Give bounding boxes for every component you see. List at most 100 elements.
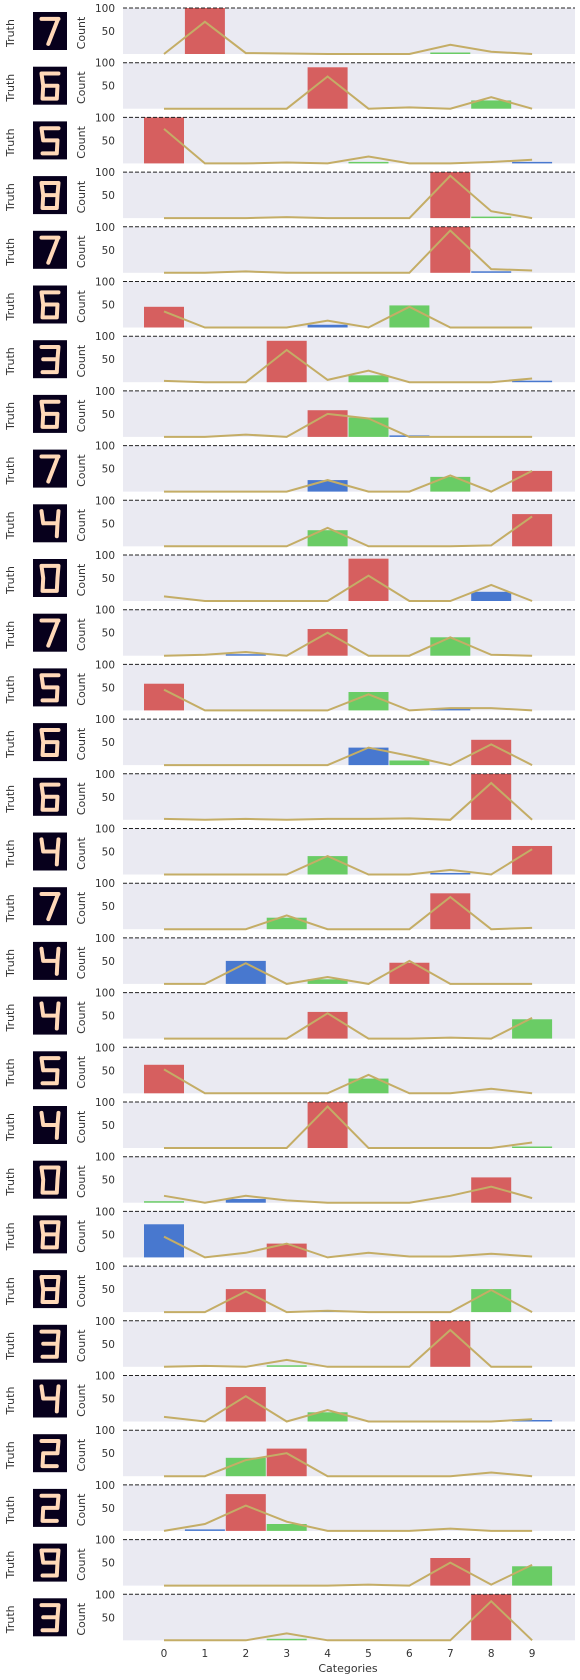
y-tick-label: 100 bbox=[95, 495, 115, 507]
y-tick-label: 50 bbox=[102, 792, 115, 804]
y-tick-label: 100 bbox=[95, 605, 115, 617]
count-label: Count bbox=[75, 180, 88, 213]
panel-row: Truth Count 100 50 bbox=[4, 550, 575, 602]
digit-glyph bbox=[39, 1493, 61, 1523]
panel-row: Truth Count 100 50 bbox=[4, 1589, 575, 1642]
panel-row: Truth Count 100 50 bbox=[4, 1261, 575, 1314]
panel-row: Truth Count 100 50 bbox=[4, 58, 575, 110]
y-tick-label: 100 bbox=[95, 769, 115, 781]
digit-glyph bbox=[39, 1220, 61, 1250]
truth-label: Truth bbox=[4, 1058, 17, 1087]
y-tick-label: 100 bbox=[95, 1371, 115, 1383]
truth-label: Truth bbox=[4, 19, 17, 48]
digit-glyph bbox=[39, 1001, 61, 1031]
count-label: Count bbox=[75, 235, 88, 268]
y-tick-label: 50 bbox=[102, 1612, 115, 1624]
y-tick-label: 50 bbox=[102, 901, 115, 913]
digit-glyph bbox=[39, 1110, 61, 1140]
x-tick-label: 8 bbox=[488, 1648, 495, 1660]
plot-panel bbox=[123, 1320, 575, 1367]
series-line bbox=[164, 174, 533, 220]
count-label: Count bbox=[75, 71, 88, 104]
y-tick-label: 50 bbox=[102, 1175, 115, 1187]
digit-glyph bbox=[39, 1384, 61, 1414]
panel-row: Truth Count 100 50 bbox=[4, 1371, 575, 1423]
panel-row: Truth Count 100 50 bbox=[4, 1097, 575, 1149]
truth-label: Truth bbox=[4, 1332, 17, 1361]
digit-glyph bbox=[39, 1439, 61, 1469]
y-tick-label: 100 bbox=[95, 331, 115, 343]
series-line bbox=[164, 1452, 533, 1478]
y-tick-label: 50 bbox=[102, 1339, 115, 1351]
count-label: Count bbox=[75, 289, 88, 322]
panel-row: Truth Count 100 50 bbox=[4, 441, 575, 493]
truth-label: Truth bbox=[4, 621, 17, 650]
bar-green bbox=[389, 305, 430, 328]
y-tick-label: 50 bbox=[102, 81, 115, 93]
bar-red bbox=[430, 226, 471, 273]
panel-row: Truth Count 100 50 bbox=[4, 495, 575, 548]
y-tick-label: 50 bbox=[102, 518, 115, 530]
truth-label: Truth bbox=[4, 128, 17, 157]
series-line bbox=[164, 743, 533, 767]
digit-glyph bbox=[39, 1603, 61, 1633]
bar-red bbox=[512, 514, 553, 547]
bar-green bbox=[471, 1289, 512, 1313]
y-tick-label: 50 bbox=[102, 1448, 115, 1460]
bar-green bbox=[348, 161, 389, 164]
y-tick-label: 50 bbox=[102, 135, 115, 147]
series-line bbox=[164, 1599, 533, 1642]
series-line bbox=[164, 1105, 533, 1149]
truth-label: Truth bbox=[4, 1496, 17, 1525]
y-tick-label: 100 bbox=[95, 550, 115, 562]
y-tick-label: 50 bbox=[102, 956, 115, 968]
plot-panel bbox=[123, 883, 575, 930]
count-label: Count bbox=[75, 1274, 88, 1307]
count-label: Count bbox=[75, 1110, 88, 1143]
count-label: Count bbox=[75, 454, 88, 487]
digit-glyph bbox=[39, 1548, 61, 1578]
truth-label: Truth bbox=[4, 238, 17, 267]
y-tick-label: 50 bbox=[102, 737, 115, 749]
panel-row: Truth Count 100 50 bbox=[4, 824, 575, 876]
panel-row: Truth Count 100 50 bbox=[4, 222, 575, 274]
panel-row: Truth Count 100 50 bbox=[4, 331, 575, 384]
count-label: Count bbox=[75, 344, 88, 377]
count-label: Count bbox=[75, 836, 88, 869]
bar-red bbox=[307, 1011, 348, 1039]
count-label: Count bbox=[75, 618, 88, 651]
x-tick-label: 1 bbox=[202, 1648, 209, 1660]
y-tick-label: 100 bbox=[95, 441, 115, 453]
x-tick-label: 2 bbox=[242, 1648, 249, 1660]
bar-blue bbox=[307, 480, 348, 492]
digit-glyph bbox=[39, 1329, 61, 1359]
y-tick-label: 100 bbox=[95, 222, 115, 234]
bar-green bbox=[225, 1457, 266, 1477]
x-axis: 0 1 2 3 4 5 6 7 8 9 bbox=[161, 1648, 536, 1660]
digit-glyph bbox=[39, 399, 61, 429]
series-line bbox=[164, 1561, 533, 1587]
series-line bbox=[163, 574, 533, 602]
truth-label: Truth bbox=[4, 949, 17, 978]
plot-panel bbox=[123, 445, 575, 492]
y-tick-label: 50 bbox=[102, 300, 115, 312]
y-tick-label: 100 bbox=[95, 58, 115, 70]
series-line bbox=[164, 515, 533, 548]
bar-red bbox=[430, 172, 471, 219]
count-label: Count bbox=[75, 563, 88, 596]
bar-red bbox=[266, 1243, 307, 1258]
panel-row: Truth Count 100 50 bbox=[4, 714, 575, 767]
bar-green bbox=[266, 1524, 307, 1531]
bar-blue bbox=[225, 654, 266, 656]
y-tick-label: 50 bbox=[102, 26, 115, 38]
truth-label: Truth bbox=[4, 511, 17, 540]
bar-green bbox=[430, 52, 471, 54]
y-tick-label: 50 bbox=[102, 1229, 115, 1241]
y-tick-label: 50 bbox=[102, 1065, 115, 1077]
bar-green bbox=[389, 760, 430, 766]
digit-glyph bbox=[39, 1274, 61, 1305]
bar-blue bbox=[512, 1420, 553, 1422]
bar-blue bbox=[430, 873, 471, 875]
series-line bbox=[163, 20, 533, 55]
bar-blue bbox=[184, 1529, 225, 1531]
